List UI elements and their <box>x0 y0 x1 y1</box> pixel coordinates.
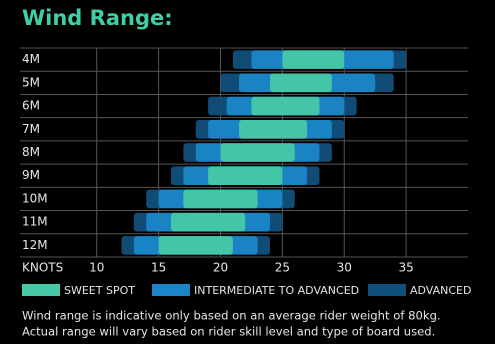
range-bar <box>170 212 246 232</box>
y-tick-label: 6M <box>22 99 40 113</box>
legend-swatch <box>152 284 190 296</box>
x-tick-label: 15 <box>151 261 166 275</box>
range-bar <box>239 119 308 139</box>
y-tick-label: 9M <box>22 168 40 182</box>
range-bar <box>220 143 295 162</box>
y-tick-label: 4M <box>22 52 40 66</box>
x-tick-label: 10 <box>89 261 104 275</box>
y-tick-label: 7M <box>22 122 40 136</box>
chart-title: Wind Range: <box>22 6 173 30</box>
y-tick-label: 10M <box>22 191 48 205</box>
y-tick-label: 12M <box>22 238 48 252</box>
legend-swatch <box>22 284 60 296</box>
range-bar <box>282 50 345 69</box>
legend-swatch <box>368 284 406 296</box>
range-bar <box>208 166 283 186</box>
range-bar <box>183 189 258 209</box>
y-tick-label: 11M <box>22 215 48 229</box>
note: Wind range is indicative only based on a… <box>22 309 441 323</box>
range-bar <box>158 236 233 255</box>
x-tick-label: 30 <box>337 261 352 275</box>
range-bar <box>251 96 320 116</box>
x-tick-label: 35 <box>398 261 413 275</box>
legend-label: ADVANCED <box>410 284 471 297</box>
x-tick-label: 20 <box>213 261 228 275</box>
range-bar <box>269 73 332 93</box>
legend-label: INTERMEDIATE TO ADVANCED <box>194 284 359 297</box>
x-tick-label: 25 <box>275 261 290 275</box>
x-axis-title: KNOTS <box>22 261 63 275</box>
y-tick-label: 8M <box>22 145 40 159</box>
note: Actual range will vary based on rider sk… <box>22 325 435 339</box>
legend-label: SWEET SPOT <box>64 284 135 297</box>
y-tick-label: 5M <box>22 75 40 89</box>
